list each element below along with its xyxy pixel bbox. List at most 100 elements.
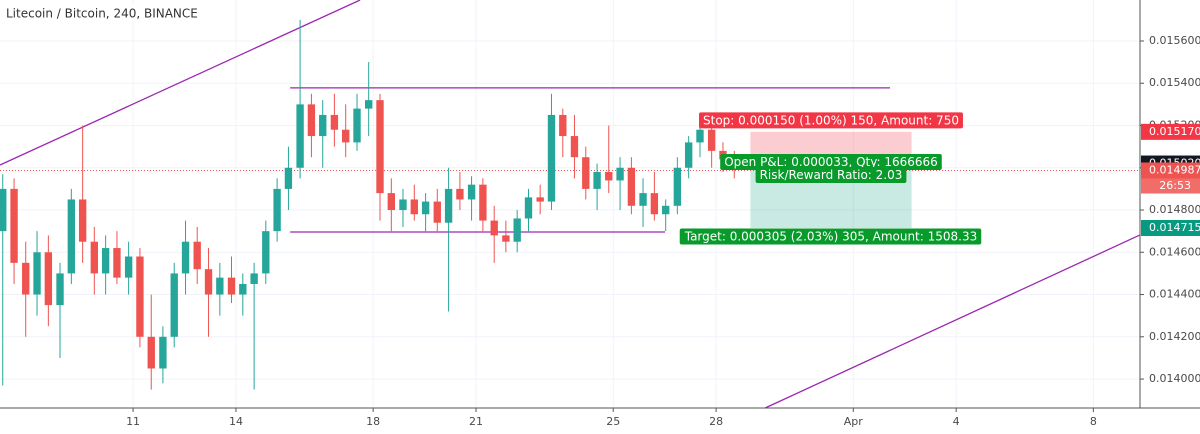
candle-body	[181, 241, 190, 274]
countdown-tag	[1141, 178, 1200, 194]
y-tick-label: 0.014800	[1149, 203, 1200, 216]
candle-body	[342, 129, 350, 143]
candle-body	[513, 218, 521, 242]
candle-body	[707, 129, 716, 151]
candle-body	[605, 171, 613, 181]
y-tick-label: 0.014000	[1149, 372, 1200, 385]
candle-body	[170, 273, 178, 337]
candle-body	[490, 220, 498, 236]
y-tick-label: 0.015600	[1149, 34, 1200, 47]
trendline	[764, 234, 1141, 409]
candle-body	[456, 188, 464, 200]
candle-body	[227, 277, 236, 295]
price-tag-label: 0.014715	[1149, 221, 1200, 234]
candle-body	[44, 252, 53, 306]
candle-body	[67, 199, 76, 274]
candle-body	[376, 100, 384, 194]
candle-body	[113, 248, 121, 278]
candle-body	[410, 199, 418, 215]
label-box	[720, 154, 942, 171]
candle-body	[147, 336, 155, 369]
candle-body	[33, 252, 41, 295]
candle-body	[273, 188, 281, 232]
candle-body	[330, 114, 339, 130]
price-tag-label: 0.015170	[1149, 125, 1200, 138]
candle-body	[433, 201, 441, 223]
x-tick-label: 18	[366, 415, 380, 428]
candle-body	[662, 205, 670, 215]
candle-body	[239, 283, 247, 295]
candle-body	[216, 277, 224, 295]
candle-body	[502, 235, 510, 242]
candle-body	[193, 241, 201, 270]
x-tick-label: 28	[709, 415, 723, 428]
candle-body	[22, 262, 30, 295]
candle-body	[547, 114, 556, 202]
candle-body	[353, 108, 361, 143]
candle-body	[78, 199, 87, 242]
candle-body	[0, 188, 7, 232]
x-tick-label: 21	[469, 415, 483, 428]
candle-body	[319, 114, 327, 137]
candle-body	[365, 100, 373, 109]
candle-body	[467, 184, 476, 200]
y-tick-label: 0.015400	[1149, 76, 1200, 89]
x-tick-label: 4	[953, 415, 960, 428]
price-tag	[1141, 219, 1200, 236]
candle-body	[10, 188, 18, 263]
candle-body	[616, 167, 624, 181]
candle-body	[627, 167, 636, 206]
price-tag-label: 0.014987	[1149, 164, 1200, 177]
candle-body	[639, 193, 647, 206]
price-tag	[1141, 123, 1200, 140]
candle-body	[296, 104, 304, 168]
x-tick-label: 8	[1090, 415, 1097, 428]
price-tag	[1141, 162, 1200, 179]
label-box	[755, 167, 907, 184]
candle-body	[479, 184, 487, 221]
x-tick-label: 11	[126, 415, 140, 428]
candle-body	[136, 256, 144, 337]
candle-body	[284, 167, 293, 189]
x-tick-label: Apr	[844, 415, 864, 428]
candle-body	[421, 201, 430, 215]
chart-title: Litecoin / Bitcoin, 240, BINANCE	[6, 7, 198, 21]
candle-body	[124, 256, 133, 278]
candle-body	[159, 336, 167, 369]
candle-body	[387, 193, 395, 211]
x-tick-label: 14	[229, 415, 243, 428]
y-tick-label: 0.014400	[1149, 288, 1200, 301]
candle-body	[262, 231, 270, 274]
candle-body	[673, 167, 682, 206]
position-label: Risk/Reward Ratio: 2.03	[760, 168, 903, 182]
title-bg	[0, 4, 190, 22]
candle-body	[536, 197, 544, 202]
candle-body	[696, 129, 704, 143]
x-tick-label: 25	[606, 415, 620, 428]
candle-body	[559, 114, 567, 137]
candle-body	[204, 269, 213, 295]
candle-body	[582, 157, 590, 189]
candle-body	[684, 142, 693, 168]
candle-body	[650, 193, 659, 215]
position-label: Target: 0.000305 (2.03%) 305, Amount: 15…	[684, 229, 978, 243]
candle-body	[307, 104, 316, 137]
y-tick-label: 0.014200	[1149, 330, 1200, 343]
candle-body	[444, 188, 453, 223]
candle-body	[250, 273, 258, 284]
label-box	[699, 112, 963, 129]
position-label: Open P&L: 0.000033, Qty: 1666666	[724, 155, 938, 169]
y-tick-label: 0.014600	[1149, 245, 1200, 258]
candle-body	[101, 248, 110, 274]
candle-body	[524, 197, 533, 219]
candle-body	[90, 241, 98, 274]
position-label: Stop: 0.000150 (1.00%) 150, Amount: 750	[703, 113, 959, 127]
candle-body	[593, 171, 601, 189]
countdown-label: 26:53	[1159, 179, 1191, 192]
label-box	[679, 228, 982, 245]
candle-body	[56, 273, 64, 306]
candle-body	[399, 199, 407, 211]
candle-body	[570, 136, 579, 158]
